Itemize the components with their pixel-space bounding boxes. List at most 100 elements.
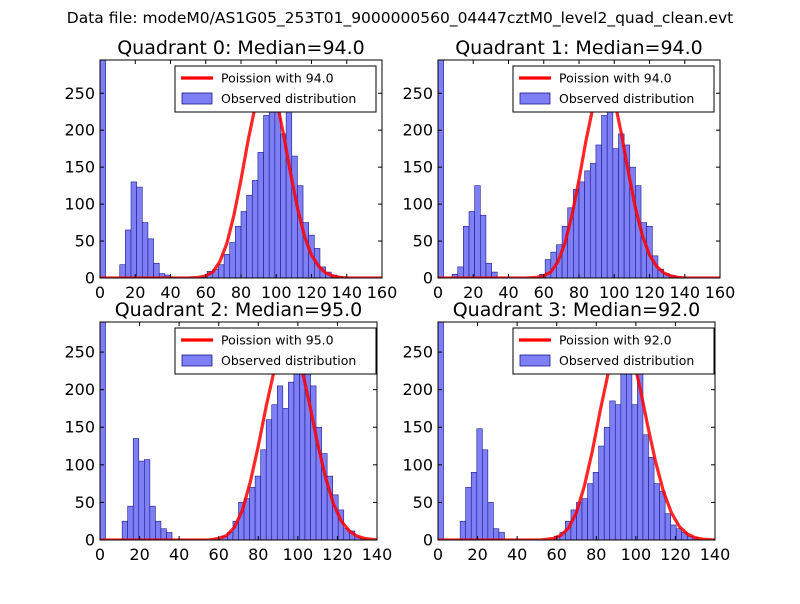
histogram-bar (100, 60, 106, 278)
chart-panel-3: 0 20 40 60 80 100 120 140 0 50 100 150 200 250 Quadran… (402, 299, 730, 564)
histogram-bar (155, 520, 162, 540)
x-tick-label: 20 (463, 283, 483, 302)
histogram-bar (218, 264, 225, 278)
histogram-bar (470, 472, 478, 540)
x-tick-label: 60 (209, 545, 229, 564)
histogram-bar (136, 186, 143, 278)
histogram-bar (498, 532, 505, 540)
legend-line-label: Poission with 95.0 (221, 333, 334, 348)
axes-frame (99, 321, 378, 541)
histogram-bar (485, 262, 492, 278)
histogram-bar (675, 528, 683, 540)
histogram-bar (142, 222, 149, 278)
histogram-bar (584, 170, 591, 278)
histogram-bar (614, 404, 622, 540)
legend-bar-label: Observed distribution (559, 353, 694, 368)
y-tick-label: 200 (64, 121, 95, 140)
histogram-bar (465, 487, 472, 540)
histogram-bar (598, 445, 605, 540)
histogram-bar (612, 148, 619, 278)
x-tick-label: 80 (231, 283, 251, 302)
x-tick-label: 20 (129, 545, 149, 564)
histogram-bar (153, 262, 160, 278)
y-tick-label: 150 (402, 418, 433, 437)
chart-panel-0: 0 20 40 60 80 100 120 140 160050100150200250Quad… (64, 37, 397, 302)
legend-line-label: Poission with 92.0 (559, 333, 672, 348)
histogram-bar (138, 460, 145, 540)
histogram-bar (438, 60, 444, 278)
histogram-bar (271, 404, 278, 540)
x-tick-label: 120 (296, 283, 327, 302)
histogram-bar (149, 505, 156, 540)
y-tick-label: 200 (402, 121, 433, 140)
x-tick-label: 140 (362, 545, 393, 564)
x-tick-label: 80 (248, 545, 268, 564)
histogram-bar (606, 85, 614, 278)
histogram-bar (127, 505, 134, 540)
y-tick-label: 0 (85, 269, 95, 288)
histogram-bar (166, 532, 173, 540)
legend-bar-label: Observed distribution (221, 91, 356, 106)
histogram-bar (235, 225, 242, 278)
histogram-bar (581, 498, 588, 540)
y-tick-label: 200 (64, 380, 95, 399)
x-tick-label: 160 (705, 283, 736, 302)
x-tick-label: 140 (700, 545, 731, 564)
y-tick-label: 50 (413, 493, 433, 512)
plot-area (100, 60, 382, 278)
histogram-bar (609, 400, 616, 540)
y-tick-label: 150 (402, 158, 433, 177)
histogram-bar (493, 528, 500, 540)
histogram-bar (578, 181, 585, 278)
y-tick-label: 200 (402, 380, 433, 399)
histogram-bar (487, 502, 494, 540)
y-tick-label: 100 (402, 195, 433, 214)
histogram-bar (229, 242, 236, 278)
x-tick-label: 120 (322, 545, 353, 564)
legend-line-label: Poission with 94.0 (221, 71, 334, 86)
histogram-bar (659, 490, 666, 540)
histogram-bar (125, 229, 132, 278)
histogram-bar (589, 163, 597, 278)
histogram-bar (288, 381, 295, 540)
histogram-bar (457, 266, 464, 278)
histogram-bar (603, 426, 611, 540)
y-tick-label: 250 (402, 343, 433, 362)
chart-legend: Poission with 94.0 Observed distribution (512, 65, 715, 113)
histogram-bar (160, 528, 167, 540)
y-tick-label: 0 (85, 531, 95, 550)
histogram-bar (642, 434, 649, 540)
x-tick-label: 80 (569, 283, 589, 302)
histogram-bar (265, 419, 273, 540)
histogram-bar (119, 264, 126, 278)
axes-frame (437, 321, 716, 541)
legend-bar-label: Observed distribution (559, 91, 694, 106)
x-tick-label: 120 (660, 545, 691, 564)
x-tick-label: 40 (507, 545, 527, 564)
chart-title: Quadrant 3: Median=92.0 (453, 299, 701, 321)
histogram-bar (601, 115, 608, 278)
histogram-bar (285, 111, 293, 278)
legend-bar-swatch (181, 92, 213, 105)
histogram-bar (121, 520, 129, 540)
histogram-bar (249, 487, 256, 540)
histogram-bar (626, 359, 633, 540)
y-tick-label: 50 (75, 232, 95, 251)
histogram-bar (595, 144, 602, 278)
legend-bar-swatch (181, 354, 213, 367)
x-tick-label: 80 (586, 545, 606, 564)
plot-area (100, 322, 377, 540)
x-tick-label: 0 (433, 283, 443, 302)
x-tick-label: 100 (621, 545, 652, 564)
histogram-bar (132, 438, 140, 540)
histogram-bar (251, 180, 259, 278)
y-tick-label: 50 (75, 493, 95, 512)
y-tick-label: 0 (423, 531, 433, 550)
chart-legend: Poission with 94.0 Observed distribution (174, 65, 377, 113)
histogram-bar (299, 363, 306, 540)
histogram-bar (474, 185, 481, 278)
legend-bar-swatch (519, 92, 551, 105)
y-tick-label: 100 (402, 455, 433, 474)
histogram-bar (438, 322, 444, 540)
